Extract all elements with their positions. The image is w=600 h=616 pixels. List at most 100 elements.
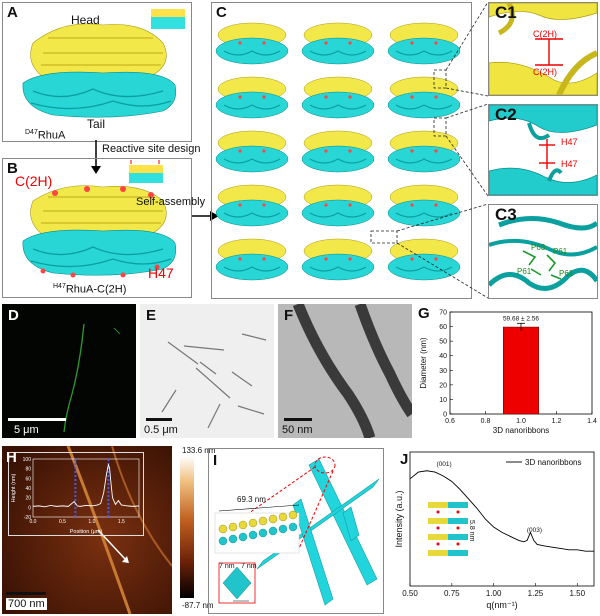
dim-a-label: 7 nm [219,563,235,570]
lattice-unit [215,22,289,65]
site-c2h-label: C(2H) [15,173,53,189]
h-ytick-label: 60 [25,476,31,482]
j-xtick-label: 1.00 [486,589,502,598]
protein-name-a: D47RhuA [25,129,65,142]
panel-e: E 0.5 μm [140,304,274,438]
h-ytick-label: 100 [23,457,32,463]
panel-label-c3: C3 [495,205,517,224]
c2-zoom-illustration [489,105,597,195]
colorbar-max: 133.6 nm [182,446,216,455]
panel-h: -20 0 20 40 60 80 100 0.0 0.5 1.0 1.5 Position (μm)… [2,446,172,614]
h-ytick-label: 20 [25,496,31,502]
h-ylabel: Height (nm) [11,473,17,502]
panel-c2: C2 H47 H47 [488,104,598,196]
lattice-site [410,149,414,153]
panel-i: I 69.3 nm 7 nm 7 nm [208,448,384,614]
scalebar-label-e: 0.5 μm [144,424,178,436]
c3-residue-3: P61 [517,267,532,276]
lattice-site [238,95,242,99]
scalebar-label-d: 5 μm [14,424,39,436]
lattice-unit [301,130,375,173]
panel-f: F 50 nm [278,304,412,438]
panel-label-a: A [7,4,18,21]
protein-main-a: RhuA [37,129,66,142]
panel-c1: C1 C(2H) C(2H) [488,2,598,96]
lattice-site [324,257,328,261]
lattice-helix [223,50,281,56]
tail-label: Tail [87,117,106,131]
panel-label-c: C [216,4,227,21]
bar-chart-g: 0 10 20 30 40 50 60 70 0.6 0.8 1.0 1.2 1.4 59.68 ± 2.… [419,310,597,436]
nanoribbon-model [214,456,380,606]
c2-site-top: H47 [561,137,578,147]
lattice-unit [387,22,461,65]
j-annotation: (001) [437,461,452,468]
lattice-helix [309,266,367,272]
lattice-site [324,203,328,207]
g-xtick-label: 1.4 [587,418,597,425]
lattice-unit [387,130,461,173]
panel-b: B C(2H) H47 H47RhuA-C(2H) [2,158,192,298]
c2-site-bottom: H47 [561,159,578,169]
lattice-helix [223,212,281,218]
lattice-unit [215,238,289,281]
c3-residue-2: P61 [553,247,568,256]
reactive-site-illustration [22,160,177,278]
g-xtick-label: 1.2 [552,418,562,425]
h-xtick-label: 1.0 [88,519,95,525]
dim-length-label: 69.3 nm [237,495,266,504]
scalebar-f [284,418,312,421]
lattice-site [434,203,438,207]
lattice-helix [223,104,281,110]
g-ytick-label: 0 [443,412,447,419]
j-xlabel: q(nm⁻¹) [486,600,517,610]
j-legend-label: 3D nanoribbons [525,458,581,467]
lattice-unit [301,184,375,227]
arrow-b-to-c [192,211,219,221]
lattice-site [348,257,352,261]
lattice-helix [309,104,367,110]
h-xlabel: Position (μm) [70,529,103,535]
lattice-site [348,41,352,45]
tem-fibers [161,333,267,429]
g-xtick-label: 0.6 [445,418,455,425]
site-h47-label: H47 [148,265,174,281]
h-profile-line [32,463,140,508]
j-ylabel: Intensity (a.u.) [394,490,404,547]
j-xtick-label: 1.25 [528,589,544,598]
lattice-helix [309,50,367,56]
j-xtick-label: 0.50 [402,589,418,598]
dim-b-label: 7 nm [241,563,257,570]
lattice-site [324,149,328,153]
protein-sup-b: H47 [53,283,66,290]
lattice-unit [215,184,289,227]
lattice-unit [215,76,289,119]
lattice-helix [309,158,367,164]
c1-zoom-illustration [489,3,597,95]
h-xtick-label: 0.5 [59,519,66,525]
scalebar-label-h: 700 nm [6,598,47,610]
panel-d: D 5 μm [2,304,136,438]
lattice-site [238,41,242,45]
g-ytick-label: 40 [439,353,447,360]
h-xtick-label: 0.0 [30,519,37,525]
self-assembly-lattice [215,22,461,281]
lattice-site [434,257,438,261]
panel-c3: C3 P63 P61 P61 P61 [488,204,598,299]
g-xlabel: 3D nanoribbons [493,426,549,435]
j-series-line [409,470,594,552]
lattice-helix [309,212,367,218]
saxs-chart: 0.50 0.75 1.00 1.25 1.50 (001) (003) 3D nanorib… [394,451,595,610]
lattice-site [434,95,438,99]
scalebar-d [8,418,66,421]
g-bar [503,326,539,415]
height-profile-chart: -20 0 20 40 60 80 100 0.0 0.5 1.0 1.5 Position (μm)… [11,457,140,535]
colorbar-min: -87.7 nm [182,601,214,610]
panel-label-c2: C2 [495,105,517,124]
c1-site-bottom: C(2H) [533,67,557,77]
lattice-helix [395,50,453,56]
lattice-site [238,149,242,153]
h-ytick-label: 0 [28,505,31,511]
scalebar-h [6,592,46,595]
arrow-a-to-b [91,140,101,174]
